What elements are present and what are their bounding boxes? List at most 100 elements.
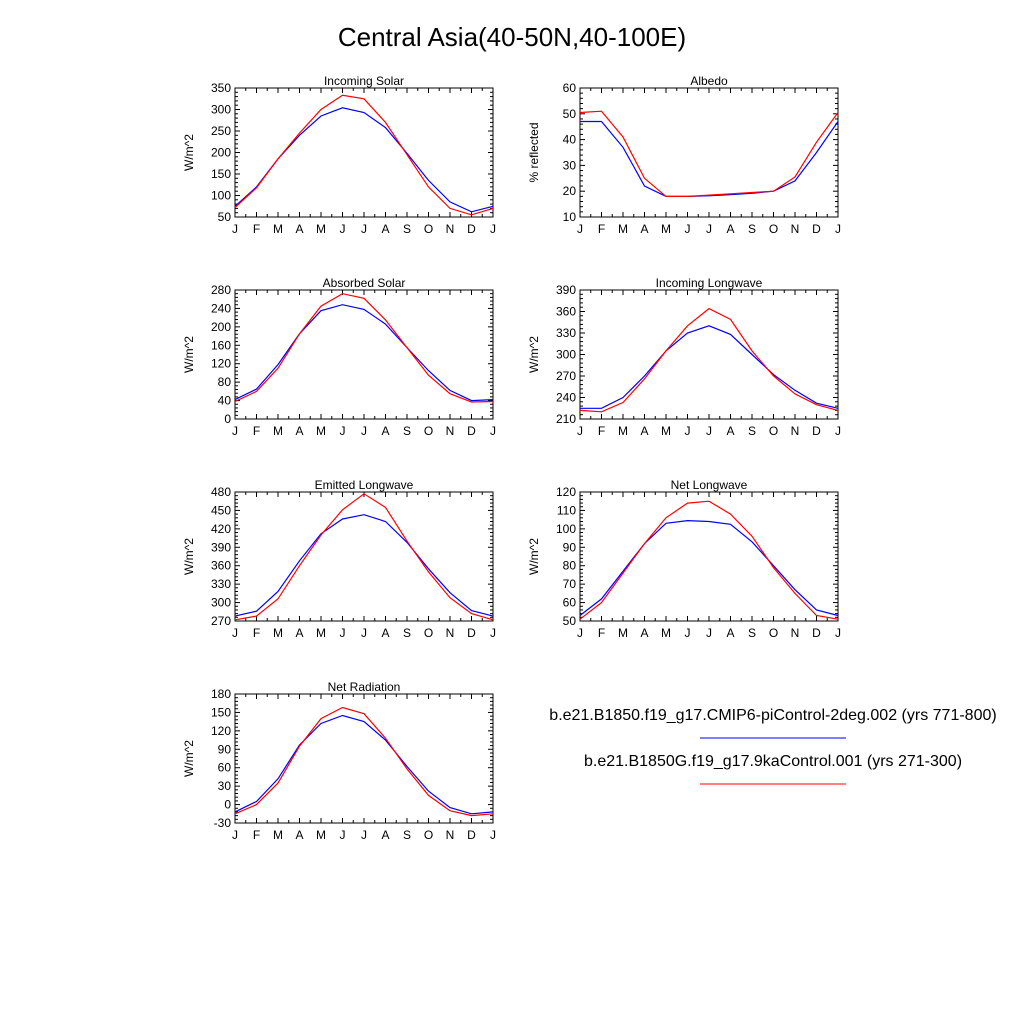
x-tick-label: M	[316, 626, 326, 640]
y-tick-label: 30	[218, 779, 232, 793]
incoming-solar-y-axis-label: W/m^2	[182, 134, 196, 171]
y-tick-label: 150	[211, 705, 231, 719]
y-tick-label: 80	[563, 559, 577, 573]
y-tick-label: 50	[563, 614, 577, 628]
x-tick-label: O	[769, 424, 778, 438]
y-tick-label: 210	[556, 412, 576, 426]
y-tick-label: 60	[218, 761, 232, 775]
y-tick-label: 250	[211, 124, 231, 138]
x-tick-label: J	[706, 626, 712, 640]
x-tick-label: A	[295, 222, 303, 236]
x-tick-label: F	[253, 626, 260, 640]
x-tick-label: A	[640, 424, 648, 438]
y-tick-label: 160	[211, 338, 231, 352]
y-tick-label: 200	[211, 146, 231, 160]
x-tick-label: J	[361, 222, 367, 236]
y-tick-label: 280	[211, 283, 231, 297]
x-tick-label: M	[661, 424, 671, 438]
incoming-longwave-title: Incoming Longwave	[656, 276, 763, 290]
x-tick-label: A	[381, 626, 389, 640]
x-tick-label: J	[490, 626, 496, 640]
x-tick-label: O	[424, 424, 433, 438]
x-tick-label: J	[835, 222, 841, 236]
y-tick-label: 40	[563, 133, 577, 147]
x-tick-label: J	[577, 626, 583, 640]
x-tick-label: M	[316, 424, 326, 438]
x-tick-label: J	[232, 828, 238, 842]
x-tick-label: J	[685, 626, 691, 640]
x-tick-label: J	[361, 828, 367, 842]
y-tick-label: 20	[563, 184, 577, 198]
x-tick-label: J	[340, 222, 346, 236]
x-tick-label: J	[340, 626, 346, 640]
net-longwave-y-axis-label: W/m^2	[527, 538, 541, 575]
y-tick-label: 350	[211, 81, 231, 95]
albedo-y-axis-label: % reflected	[527, 122, 541, 182]
emitted-longwave-y-axis-label: W/m^2	[182, 538, 196, 575]
x-tick-label: M	[618, 424, 628, 438]
x-tick-label: S	[748, 424, 756, 438]
albedo-series-line-1	[579, 110, 839, 197]
y-tick-label: 480	[211, 485, 231, 499]
x-tick-label: J	[577, 222, 583, 236]
y-tick-label: 40	[218, 394, 232, 408]
x-tick-label: M	[618, 626, 628, 640]
x-tick-label: N	[446, 424, 455, 438]
y-tick-label: 300	[556, 348, 576, 362]
x-tick-label: J	[490, 828, 496, 842]
legend-label-1: b.e21.B1850G.f19_g17.9kaControl.001 (yrs…	[584, 753, 962, 770]
net-longwave-series-line-1	[579, 500, 839, 620]
incoming-longwave-series-line-1	[579, 307, 839, 413]
x-tick-label: F	[253, 222, 260, 236]
x-tick-label: O	[424, 222, 433, 236]
x-tick-label: S	[748, 626, 756, 640]
absorbed-solar-series-line-0	[234, 304, 494, 402]
x-tick-label: A	[640, 626, 648, 640]
y-tick-label: 50	[563, 107, 577, 121]
x-tick-label: A	[381, 222, 389, 236]
y-tick-label: 100	[211, 189, 231, 203]
x-tick-label: J	[685, 424, 691, 438]
x-tick-label: D	[467, 626, 476, 640]
x-tick-label: D	[467, 424, 476, 438]
absorbed-solar-y-axis-label: W/m^2	[182, 336, 196, 373]
x-tick-label: A	[640, 222, 648, 236]
y-tick-label: 390	[211, 540, 231, 554]
absorbed-solar-series-line-1	[234, 293, 494, 403]
x-tick-label: N	[791, 424, 800, 438]
albedo-series-line-0	[580, 120, 839, 197]
y-tick-label: -30	[214, 816, 232, 830]
x-tick-label: M	[618, 222, 628, 236]
x-tick-label: M	[316, 828, 326, 842]
x-tick-label: M	[273, 828, 283, 842]
x-tick-label: J	[361, 424, 367, 438]
y-tick-label: 80	[218, 375, 232, 389]
x-tick-label: F	[598, 626, 605, 640]
figure-title: Central Asia(40-50N,40-100E)	[338, 22, 686, 52]
y-tick-label: 120	[211, 357, 231, 371]
y-tick-label: 270	[556, 369, 576, 383]
y-tick-label: 100	[556, 522, 576, 536]
incoming-solar-title: Incoming Solar	[324, 74, 404, 88]
x-tick-label: M	[273, 424, 283, 438]
incoming-longwave-y-axis-label: W/m^2	[527, 336, 541, 373]
absorbed-solar-title: Absorbed Solar	[323, 276, 406, 290]
x-tick-label: J	[490, 424, 496, 438]
x-tick-label: J	[577, 424, 583, 438]
y-tick-label: 90	[218, 742, 232, 756]
emitted-longwave-title: Emitted Longwave	[315, 478, 414, 492]
x-tick-label: N	[791, 626, 800, 640]
x-tick-label: J	[340, 828, 346, 842]
incoming-solar-series-line-0	[234, 107, 494, 213]
y-tick-label: 60	[563, 596, 577, 610]
net-longwave-title: Net Longwave	[671, 478, 748, 492]
x-tick-label: S	[748, 222, 756, 236]
x-tick-label: A	[726, 626, 734, 640]
incoming-longwave-series-line-0	[580, 325, 839, 409]
